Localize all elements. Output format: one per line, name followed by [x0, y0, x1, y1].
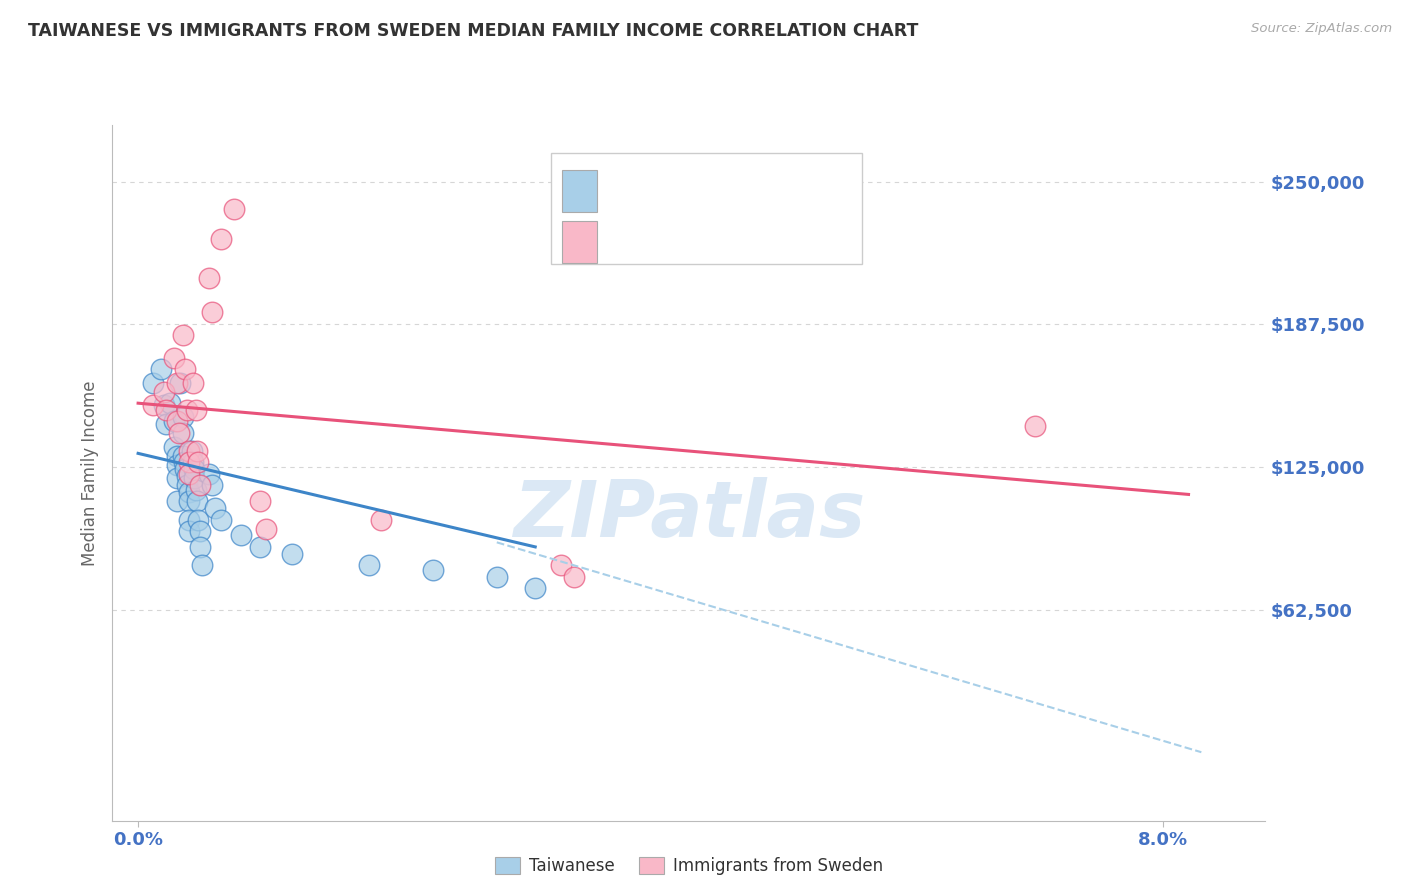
Point	[179, 494, 201, 508]
Point	[201, 305, 224, 319]
Text: 28: 28	[728, 234, 751, 252]
Point	[281, 547, 304, 561]
Point	[183, 462, 205, 476]
Point	[370, 512, 392, 526]
Point	[524, 581, 547, 595]
Point	[163, 351, 186, 365]
Text: ZIPatlas: ZIPatlas	[513, 476, 865, 552]
Point	[173, 455, 195, 469]
Point	[184, 483, 207, 497]
Point	[176, 403, 198, 417]
Point	[179, 455, 201, 469]
Point	[209, 512, 232, 526]
Point	[150, 362, 173, 376]
Point	[550, 558, 572, 573]
Point	[188, 540, 211, 554]
Point	[187, 512, 209, 526]
Point	[204, 501, 226, 516]
Point	[186, 444, 208, 458]
Point	[166, 414, 188, 428]
Point	[188, 478, 211, 492]
Point	[184, 403, 207, 417]
Point	[166, 458, 188, 472]
Point	[166, 449, 188, 463]
Point	[1024, 419, 1046, 434]
Point	[179, 512, 201, 526]
Point	[357, 558, 380, 573]
Point	[155, 417, 177, 431]
Point	[181, 455, 204, 469]
Text: -0.232: -0.232	[641, 234, 700, 252]
Point	[188, 524, 211, 538]
Y-axis label: Median Family Income: Median Family Income	[80, 380, 98, 566]
Point	[186, 494, 208, 508]
Text: R =: R =	[606, 234, 643, 252]
Point	[181, 376, 204, 390]
Point	[201, 478, 224, 492]
Point	[152, 399, 174, 413]
Text: R =: R =	[606, 182, 643, 200]
Point	[174, 362, 197, 376]
Point	[176, 469, 198, 483]
Point	[166, 494, 188, 508]
Point	[166, 471, 188, 485]
Point	[176, 478, 198, 492]
Point	[179, 444, 201, 458]
Point	[172, 449, 194, 463]
Point	[249, 494, 271, 508]
Text: N =: N =	[689, 234, 737, 252]
Point	[254, 522, 277, 536]
Text: -0.213: -0.213	[641, 182, 700, 200]
Point	[562, 569, 585, 583]
Text: N =: N =	[689, 182, 737, 200]
Point	[155, 403, 177, 417]
Point	[167, 425, 190, 440]
Point	[172, 327, 194, 342]
Point	[172, 425, 194, 440]
Point	[249, 540, 271, 554]
Point	[166, 376, 188, 390]
Legend: Taiwanese, Immigrants from Sweden: Taiwanese, Immigrants from Sweden	[488, 850, 890, 882]
Point	[209, 232, 232, 246]
Point	[159, 396, 181, 410]
Point	[152, 384, 174, 399]
Point	[142, 399, 165, 413]
Point	[179, 485, 201, 500]
Point	[163, 414, 186, 428]
Point	[179, 524, 201, 538]
Point	[169, 376, 191, 390]
Point	[187, 455, 209, 469]
Point	[179, 467, 201, 481]
Point	[172, 409, 194, 424]
Point	[163, 440, 186, 454]
Point	[485, 569, 508, 583]
Text: 44: 44	[728, 182, 751, 200]
Point	[183, 471, 205, 485]
Text: TAIWANESE VS IMMIGRANTS FROM SWEDEN MEDIAN FAMILY INCOME CORRELATION CHART: TAIWANESE VS IMMIGRANTS FROM SWEDEN MEDI…	[28, 22, 918, 40]
Text: Source: ZipAtlas.com: Source: ZipAtlas.com	[1251, 22, 1392, 36]
Point	[180, 444, 202, 458]
Point	[422, 563, 444, 577]
Point	[229, 528, 252, 542]
Point	[197, 270, 219, 285]
Point	[174, 462, 197, 476]
Point	[224, 202, 246, 217]
Point	[142, 376, 165, 390]
Point	[197, 467, 219, 481]
Point	[191, 558, 214, 573]
